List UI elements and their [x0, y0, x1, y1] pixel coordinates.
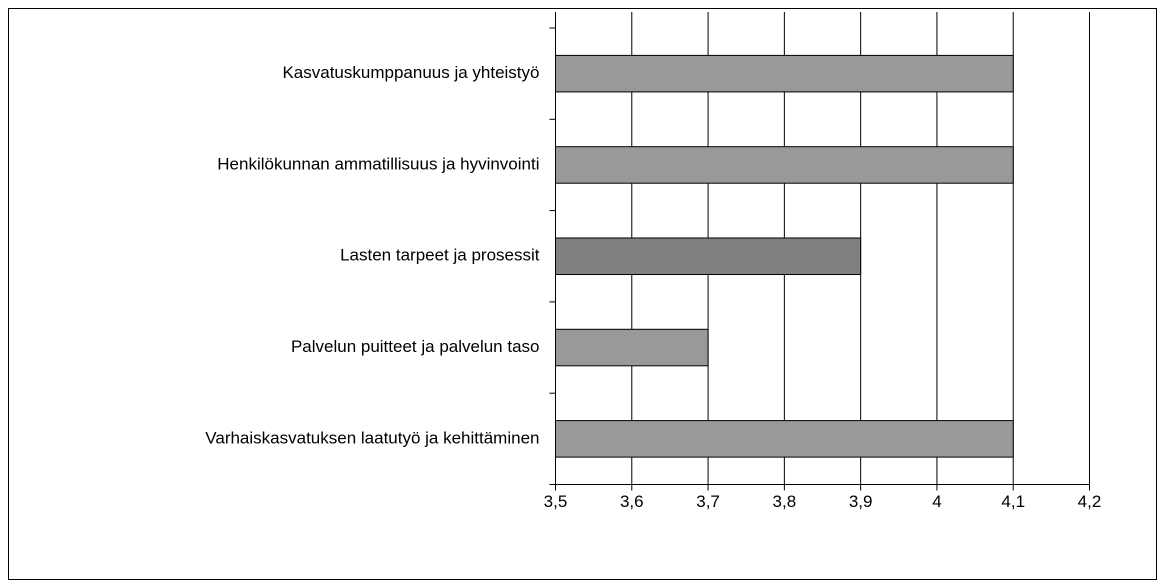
y-tick-label: Lasten tarpeet ja prosessit: [340, 246, 540, 265]
x-tick-label: 3,8: [773, 492, 797, 511]
y-tick-label: Kasvatuskumppanuus ja yhteistyö: [282, 63, 539, 82]
y-tick-label: Palvelun puitteet ja palvelun taso: [291, 337, 540, 356]
bar: [555, 420, 1014, 458]
x-tick-label: 4,1: [1001, 492, 1025, 511]
bar: [555, 328, 709, 367]
x-tick-label: 3,5: [544, 492, 568, 511]
chart-border: [8, 8, 1157, 580]
x-tick-label: 3,7: [696, 492, 720, 511]
x-tick-label: 4,2: [1078, 492, 1102, 511]
bar: [555, 237, 862, 276]
bar: [555, 54, 1014, 93]
bar: [555, 146, 1014, 184]
y-tick-label: Henkilökunnan ammatillisuus ja hyvinvoin…: [217, 154, 539, 173]
x-tick-label: 3,6: [620, 492, 644, 511]
y-tick-label: Varhaiskasvatuksen laatutyö ja kehittämi…: [205, 428, 539, 447]
x-tick-label: 4: [932, 492, 941, 511]
x-tick-label: 3,9: [849, 492, 873, 511]
